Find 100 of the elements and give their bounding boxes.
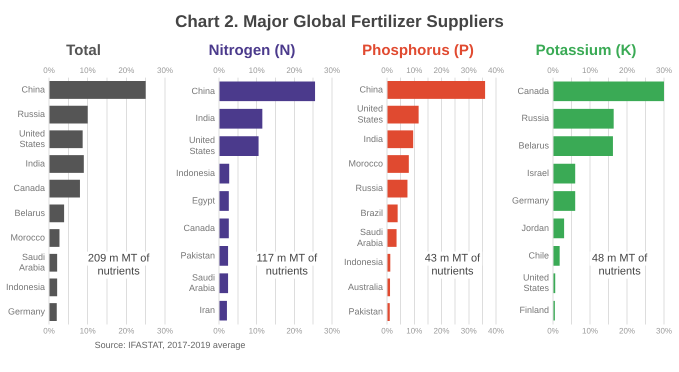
y-tick-label: Indonesia: [344, 257, 384, 268]
y-tick-label: United States: [522, 272, 550, 294]
y-tick-label: Jordan: [521, 222, 550, 233]
bar: [220, 246, 228, 266]
annotation: 117 m MT of nutrients: [256, 252, 318, 278]
x2-tick-label: 20%: [118, 326, 134, 336]
bar: [220, 136, 259, 156]
bar: [50, 229, 60, 247]
bar: [220, 164, 230, 184]
y-tick-label: China: [22, 84, 46, 94]
x-tick-label: 30%: [156, 66, 173, 76]
bar: [50, 81, 146, 99]
bar: [220, 108, 262, 129]
y-tick-label: Germany: [512, 195, 550, 206]
x2-tick-label: 0%: [381, 326, 393, 336]
x2-tick-label: 20%: [618, 326, 636, 336]
y-tick-label: Morocco: [10, 232, 46, 243]
bar: [50, 130, 83, 148]
y-tick-label: Brazil: [360, 208, 384, 218]
x-tick-label: 0%: [213, 66, 225, 76]
bar: [50, 180, 80, 198]
y-tick-label: United States: [189, 135, 216, 156]
x2-tick-label: 30%: [656, 326, 672, 336]
y-tick-label: Israel: [526, 168, 550, 178]
bar: [388, 155, 409, 173]
bar: [388, 204, 398, 222]
bar: [554, 218, 564, 238]
y-tick-label: Belarus: [14, 208, 46, 218]
bar: [50, 155, 84, 173]
y-tick-label: Indonesia: [176, 168, 216, 178]
y-tick-label: Russia: [18, 109, 46, 120]
y-tick-label: Saudi Arabia: [357, 227, 384, 248]
x2-tick-label: 30%: [156, 326, 173, 336]
x2-tick-label: 20%: [434, 326, 450, 336]
chart-title: Phosphorus (P): [362, 42, 474, 60]
x2-tick-label: 30%: [324, 326, 340, 336]
bar: [388, 254, 390, 272]
x2-tick-label: 20%: [286, 326, 302, 336]
y-tick-label: Indonesia: [6, 282, 46, 292]
x-tick-label: 20%: [618, 66, 636, 76]
x2-tick-label: 10%: [582, 326, 598, 336]
y-tick-label: Canada: [184, 222, 216, 233]
bar: [554, 136, 613, 156]
bar: [50, 254, 58, 272]
y-tick-label: Russia: [521, 113, 550, 124]
y-tick-label: Pakistan: [348, 306, 384, 317]
y-tick-label: Pakistan: [180, 250, 216, 260]
y-tick-label: Australia: [348, 282, 384, 292]
y-tick-label: United States: [19, 128, 46, 150]
chart-title: Total: [66, 42, 101, 60]
y-tick-label: China: [192, 86, 216, 96]
y-tick-label: Canada: [517, 86, 550, 96]
y-tick-label: Morocco: [348, 158, 384, 168]
y-tick-label: Saudi Arabia: [189, 272, 216, 294]
text: Chart 2. Major Global Fertilizer Suppliers: [174, 12, 505, 32]
y-tick-label: India: [26, 158, 46, 168]
y-tick-label: Finland: [519, 305, 550, 316]
bar: [50, 303, 57, 321]
bar: [554, 108, 614, 129]
bar: [388, 130, 414, 148]
chart-title: Potassium (K): [536, 42, 636, 60]
y-tick-label: Egypt: [192, 195, 216, 206]
bar: [388, 180, 408, 198]
bar: [220, 273, 228, 294]
x-tick-label: 0%: [43, 66, 55, 76]
bar: [388, 106, 419, 124]
y-tick-label: India: [364, 134, 384, 144]
x-tick-label: 40%: [488, 66, 504, 76]
x-tick-label: 10%: [80, 66, 96, 76]
x2-tick-label: 30%: [460, 326, 477, 336]
x-tick-label: 10%: [582, 66, 598, 76]
bar: [554, 81, 664, 102]
x-tick-label: 30%: [324, 66, 340, 76]
bar: [388, 81, 486, 99]
bar: [220, 81, 316, 102]
y-tick-label: China: [360, 84, 384, 94]
bar: [388, 229, 397, 247]
source-note: Source: IFASTAT, 2017-2019 average: [94, 340, 246, 350]
y-tick-label: United States: [357, 104, 384, 125]
x2-tick-label: 10%: [80, 326, 96, 336]
bar: [50, 204, 64, 222]
bar: [50, 278, 58, 296]
annotation: 43 m MT of nutrients: [424, 252, 482, 278]
x-tick-label: 20%: [118, 66, 134, 76]
x-tick-label: 30%: [460, 66, 477, 76]
y-tick-label: Saudi Arabia: [19, 252, 46, 273]
bar: [388, 278, 390, 296]
x-tick-label: 20%: [286, 66, 302, 76]
x2-tick-label: 10%: [406, 326, 422, 336]
x2-tick-label: 0%: [213, 326, 225, 336]
annotation: 48 m MT of nutrients: [592, 252, 648, 278]
x-tick-label: 10%: [406, 66, 422, 76]
bar: [220, 218, 229, 238]
bar: [50, 106, 88, 124]
bar: [220, 300, 227, 321]
y-tick-label: Belarus: [518, 140, 550, 151]
annotation: 209 m MT of nutrients: [88, 252, 150, 278]
bar: [554, 164, 576, 184]
x2-tick-label: 40%: [488, 326, 504, 336]
x2-tick-label: 10%: [248, 326, 265, 336]
